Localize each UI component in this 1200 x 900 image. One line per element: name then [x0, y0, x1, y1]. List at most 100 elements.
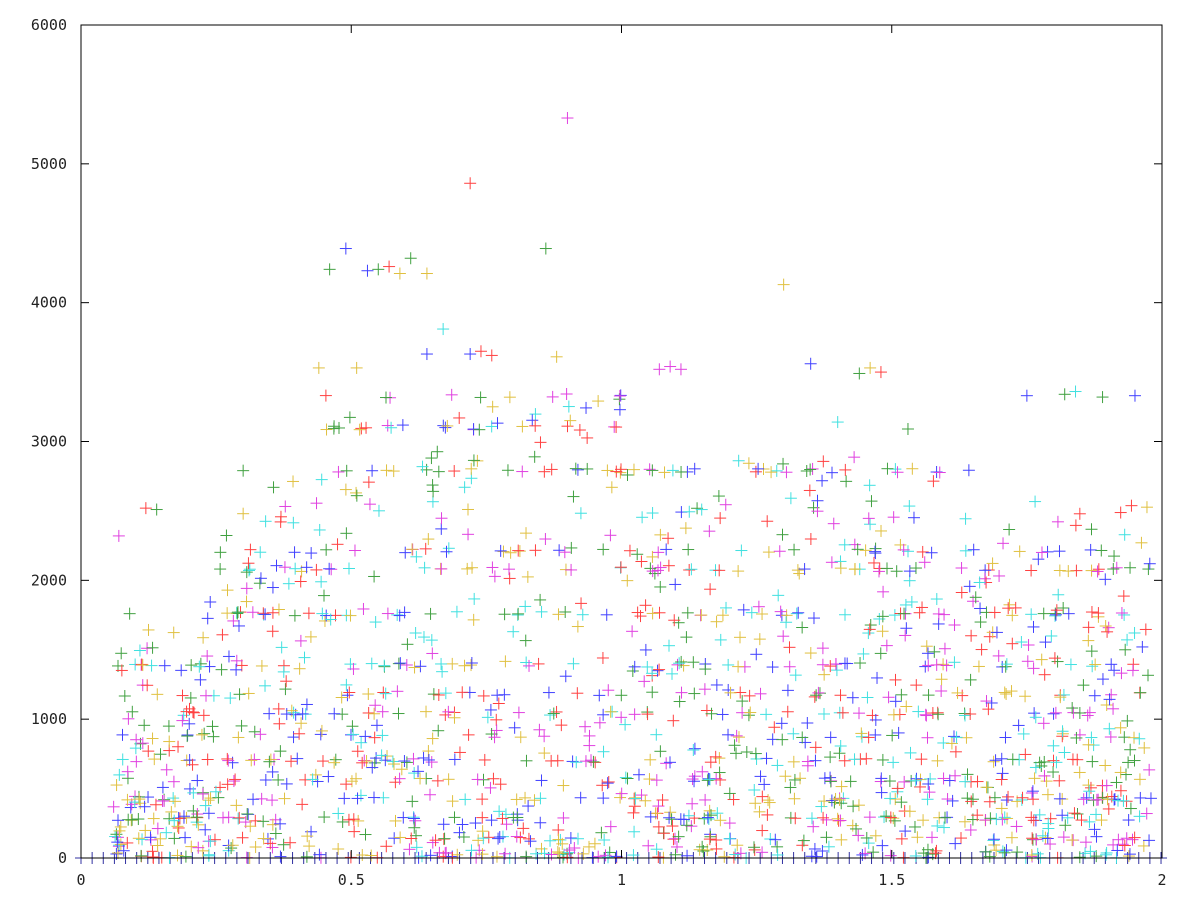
- data-point: [571, 832, 584, 845]
- data-point: [988, 606, 1001, 619]
- data-point: [115, 647, 128, 660]
- data-point: [918, 556, 931, 569]
- data-point: [1035, 759, 1048, 772]
- data-point: [172, 821, 185, 834]
- data-point: [1090, 830, 1103, 843]
- data-point: [770, 464, 783, 477]
- data-point: [749, 747, 762, 760]
- data-point: [1038, 769, 1051, 782]
- data-point: [1025, 608, 1038, 621]
- data-point: [458, 481, 471, 494]
- data-point: [937, 772, 950, 785]
- data-point: [1029, 711, 1042, 724]
- data-point: [1107, 563, 1120, 576]
- data-point: [816, 642, 829, 655]
- data-point: [811, 505, 824, 518]
- data-point: [221, 752, 234, 765]
- data-point: [995, 802, 1008, 815]
- data-point: [399, 546, 412, 559]
- data-point: [903, 565, 916, 578]
- data-point: [226, 839, 239, 852]
- outlier-point: [393, 267, 406, 280]
- data-point: [508, 721, 521, 734]
- outlier-point: [561, 112, 574, 125]
- data-point: [866, 709, 879, 722]
- data-point: [930, 844, 943, 857]
- data-point: [971, 809, 984, 822]
- data-point: [163, 735, 176, 748]
- data-point: [943, 774, 956, 787]
- data-point: [401, 638, 414, 651]
- data-point: [494, 544, 507, 557]
- data-point: [522, 800, 535, 813]
- data-point: [142, 623, 155, 636]
- data-point: [522, 832, 535, 845]
- data-point: [705, 809, 718, 822]
- data-point: [824, 660, 837, 673]
- data-point: [202, 794, 215, 807]
- data-point: [932, 708, 945, 721]
- data-point: [955, 586, 968, 599]
- data-point: [241, 808, 254, 821]
- data-point: [712, 490, 725, 503]
- data-point: [1000, 794, 1013, 807]
- data-point: [890, 565, 903, 578]
- data-point: [1085, 606, 1098, 619]
- data-point: [579, 720, 592, 733]
- data-point: [369, 616, 382, 629]
- data-point: [323, 562, 336, 575]
- data-point: [815, 800, 828, 813]
- data-point: [799, 736, 812, 749]
- data-point: [465, 844, 478, 857]
- data-point: [563, 844, 576, 857]
- data-point: [1133, 773, 1146, 786]
- data-point: [913, 606, 926, 619]
- data-point: [295, 717, 308, 730]
- data-point: [1140, 501, 1153, 514]
- data-point: [1066, 834, 1079, 847]
- data-point: [560, 388, 573, 401]
- data-point: [450, 605, 463, 618]
- data-point: [642, 839, 655, 852]
- data-point: [604, 529, 617, 542]
- data-point: [862, 627, 875, 640]
- data-point: [246, 606, 259, 619]
- data-point: [1118, 608, 1131, 621]
- data-point: [987, 834, 1000, 847]
- data-point: [222, 754, 235, 767]
- data-point: [851, 543, 864, 556]
- data-point: [881, 562, 894, 575]
- data-point: [406, 543, 419, 556]
- data-point: [1054, 691, 1067, 704]
- data-point: [448, 753, 461, 766]
- data-point: [1047, 766, 1060, 779]
- data-point: [426, 479, 439, 492]
- data-point: [1035, 546, 1048, 559]
- data-point: [967, 543, 980, 556]
- data-point: [1032, 553, 1045, 566]
- data-point: [641, 660, 654, 673]
- data-point: [614, 463, 627, 476]
- data-point: [838, 657, 851, 670]
- data-point: [593, 689, 606, 702]
- data-point: [1128, 754, 1141, 767]
- data-point: [856, 848, 869, 861]
- data-point: [117, 844, 130, 857]
- data-point: [761, 515, 774, 528]
- data-point: [1036, 829, 1049, 842]
- data-point: [748, 843, 761, 856]
- data-point: [610, 465, 623, 478]
- data-point: [636, 511, 649, 524]
- data-point: [740, 745, 753, 758]
- data-point: [529, 408, 542, 421]
- data-point: [723, 832, 736, 845]
- data-point: [796, 731, 809, 744]
- outlier-point: [1058, 388, 1071, 401]
- data-point: [485, 728, 498, 741]
- data-point: [1084, 845, 1097, 858]
- data-point: [959, 709, 972, 722]
- data-point: [553, 847, 566, 860]
- data-point: [873, 612, 886, 625]
- data-point: [1013, 545, 1026, 558]
- data-point: [331, 538, 344, 551]
